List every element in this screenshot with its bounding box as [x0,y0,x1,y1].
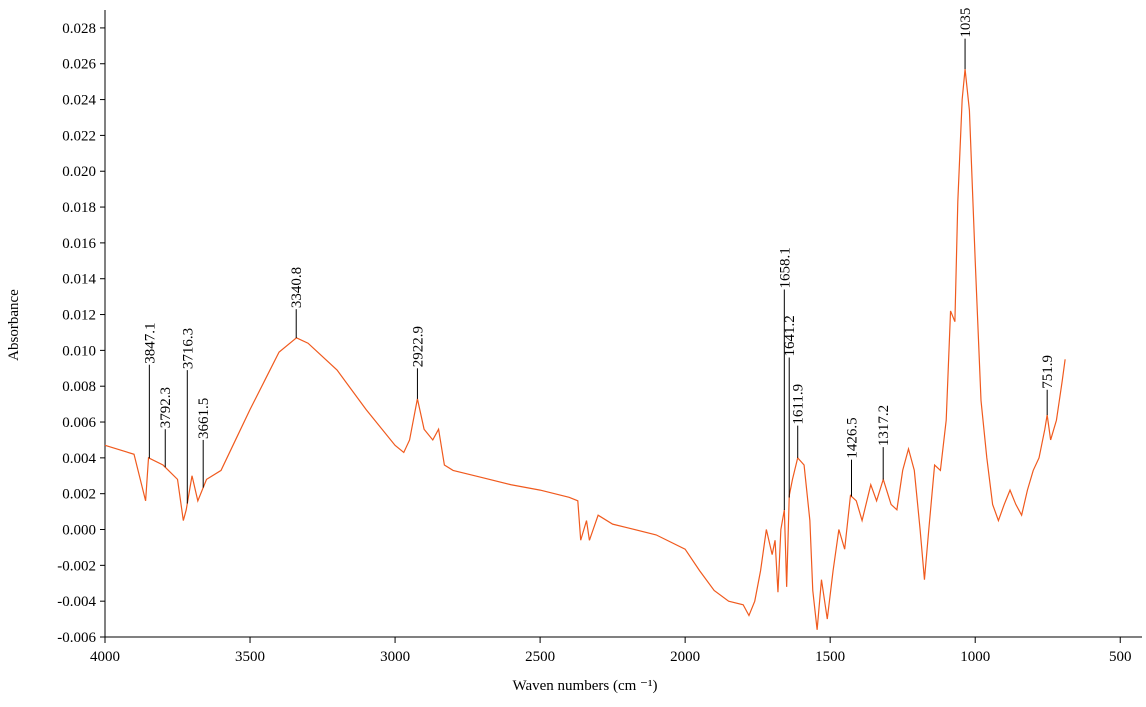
peak-label: 3340.8 [289,267,305,308]
y-tick-label: 0.012 [62,308,96,324]
y-tick-label: 0.002 [62,487,96,503]
y-tick-label: -0.006 [57,630,96,646]
y-tick-label: 0.010 [62,343,96,359]
peak-label: 1641.2 [782,315,798,356]
peak-label: 3661.5 [196,398,212,439]
peak-label: 3716.3 [180,328,196,369]
y-tick-label: 0.028 [62,21,96,37]
x-tick-label: 4000 [90,649,120,665]
y-tick-label: 0.016 [62,236,96,252]
y-tick-label: 0.014 [62,272,96,288]
x-tick-label: 2500 [525,649,555,665]
x-tick-label: 1500 [815,649,845,665]
y-tick-label: 0.022 [62,128,96,144]
x-tick-label: 1000 [960,649,990,665]
x-tick-label: 3500 [235,649,265,665]
peak-label: 2922.9 [410,326,426,367]
y-tick-label: -0.002 [57,558,96,574]
y-tick-label: 0.004 [62,451,96,467]
peak-label: 3792.3 [158,387,174,428]
y-tick-label: 0.008 [62,379,96,395]
y-tick-label: 0.018 [62,200,96,216]
peak-label: 1426.5 [844,417,860,458]
x-tick-label: 2000 [670,649,700,665]
y-tick-label: -0.004 [57,594,96,610]
peak-label: 1658.1 [777,247,793,288]
peak-label: 1611.9 [791,384,807,425]
peak-label: 1035 [958,8,974,38]
y-axis-label: Absorbance [6,289,22,361]
y-tick-label: 0.000 [62,523,96,539]
x-tick-label: 500 [1109,649,1132,665]
y-tick-label: 0.006 [62,415,96,431]
peak-label: 3847.1 [142,322,158,363]
peak-label: 1317.2 [876,405,892,446]
x-tick-label: 3000 [380,649,410,665]
y-tick-label: 0.026 [62,57,96,73]
x-axis-label: Waven numbers (cm ⁻¹) [513,678,658,694]
peak-label: 751.9 [1040,355,1056,389]
y-tick-label: 0.020 [62,164,96,180]
spectrum-line [104,69,1066,630]
y-tick-label: 0.024 [62,93,96,109]
